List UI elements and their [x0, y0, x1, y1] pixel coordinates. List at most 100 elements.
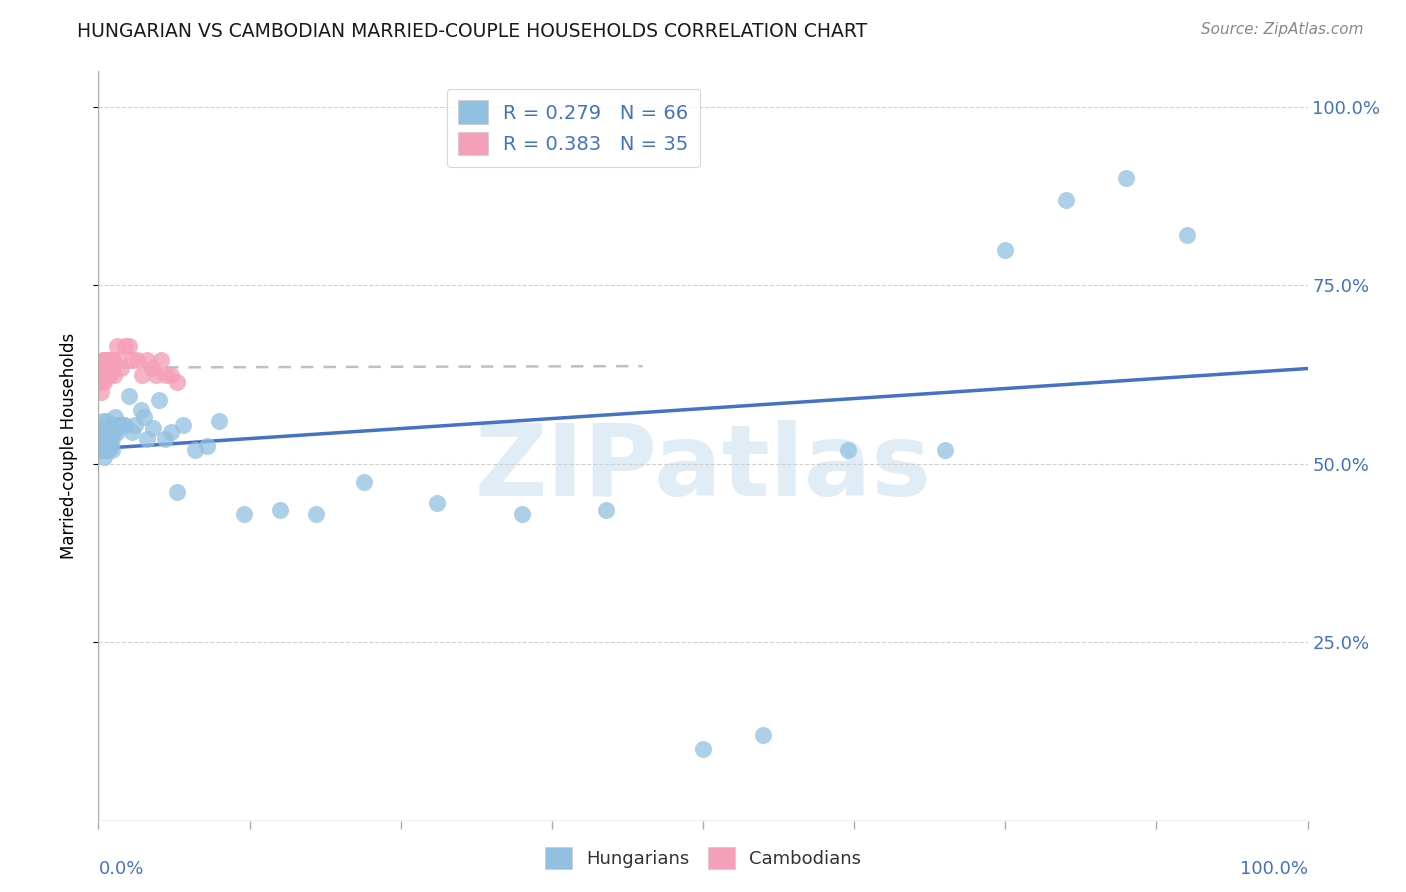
Point	[103, 425, 125, 439]
Point	[96, 353, 118, 368]
Point	[305, 507, 328, 521]
Point	[1054, 193, 1077, 207]
Point	[114, 339, 136, 353]
Point	[98, 425, 121, 439]
Point	[90, 432, 112, 446]
Point	[166, 375, 188, 389]
Point	[108, 417, 131, 432]
Point	[160, 425, 183, 439]
Point	[208, 414, 231, 428]
Text: 0.0%: 0.0%	[98, 860, 143, 878]
Point	[160, 368, 183, 382]
Point	[90, 385, 112, 400]
Legend: Hungarians, Cambodians: Hungarians, Cambodians	[536, 838, 870, 879]
Point	[94, 432, 117, 446]
Point	[510, 507, 533, 521]
Point	[91, 442, 114, 457]
Point	[195, 439, 218, 453]
Point	[91, 414, 114, 428]
Point	[97, 442, 120, 457]
Point	[1115, 171, 1137, 186]
Point	[155, 368, 177, 382]
Text: 100.0%: 100.0%	[1240, 860, 1308, 878]
Point	[91, 442, 114, 457]
Point	[172, 417, 194, 432]
Point	[134, 410, 156, 425]
Point	[148, 392, 170, 407]
Point	[100, 428, 122, 442]
Point	[93, 435, 115, 450]
Point	[153, 432, 176, 446]
Point	[108, 417, 131, 432]
Point	[121, 425, 143, 439]
Point	[105, 425, 128, 439]
Point	[97, 353, 120, 368]
Point	[94, 442, 117, 457]
Point	[934, 442, 956, 457]
Point	[91, 360, 114, 375]
Point	[96, 428, 118, 442]
Point	[692, 742, 714, 756]
Point	[105, 339, 128, 353]
Point	[184, 442, 207, 457]
Point	[89, 439, 111, 453]
Point	[93, 375, 115, 389]
Point	[994, 243, 1017, 257]
Point	[91, 428, 114, 442]
Point	[121, 353, 143, 368]
Point	[837, 442, 859, 457]
Point	[100, 353, 122, 368]
Point	[118, 389, 141, 403]
Point	[101, 353, 124, 368]
Point	[94, 421, 117, 435]
Legend: R = 0.279   N = 66, R = 0.383   N = 35: R = 0.279 N = 66, R = 0.383 N = 35	[447, 88, 700, 167]
Point	[91, 375, 114, 389]
Point	[90, 360, 112, 375]
Point	[232, 507, 254, 521]
Point	[100, 442, 122, 457]
Text: ZIPatlas: ZIPatlas	[475, 420, 931, 517]
Point	[269, 503, 291, 517]
Point	[353, 475, 375, 489]
Point	[150, 353, 173, 368]
Point	[101, 425, 124, 439]
Point	[98, 435, 121, 450]
Point	[752, 728, 775, 742]
Point	[145, 368, 167, 382]
Point	[131, 368, 153, 382]
Point	[93, 425, 115, 439]
Point	[103, 368, 125, 382]
Point	[97, 425, 120, 439]
Point	[166, 485, 188, 500]
Point	[110, 360, 132, 375]
Point	[100, 432, 122, 446]
Point	[118, 339, 141, 353]
Point	[135, 353, 157, 368]
Text: HUNGARIAN VS CAMBODIAN MARRIED-COUPLE HOUSEHOLDS CORRELATION CHART: HUNGARIAN VS CAMBODIAN MARRIED-COUPLE HO…	[77, 22, 868, 41]
Point	[94, 353, 117, 368]
Point	[124, 417, 146, 432]
Point	[100, 360, 122, 375]
Point	[91, 425, 114, 439]
Point	[90, 421, 112, 435]
Point	[97, 368, 120, 382]
Point	[595, 503, 617, 517]
Point	[91, 353, 114, 368]
Point	[107, 417, 129, 432]
Point	[96, 414, 118, 428]
Point	[141, 360, 163, 375]
Point	[89, 371, 111, 385]
Point	[104, 410, 127, 425]
Point	[142, 421, 165, 435]
Point	[93, 450, 115, 464]
Point	[90, 425, 112, 439]
Point	[114, 417, 136, 432]
Point	[100, 439, 122, 453]
Point	[91, 368, 114, 382]
Point	[129, 403, 152, 417]
Point	[426, 496, 449, 510]
Point	[91, 435, 114, 450]
Point	[93, 353, 115, 368]
Text: Source: ZipAtlas.com: Source: ZipAtlas.com	[1201, 22, 1364, 37]
Point	[108, 353, 131, 368]
